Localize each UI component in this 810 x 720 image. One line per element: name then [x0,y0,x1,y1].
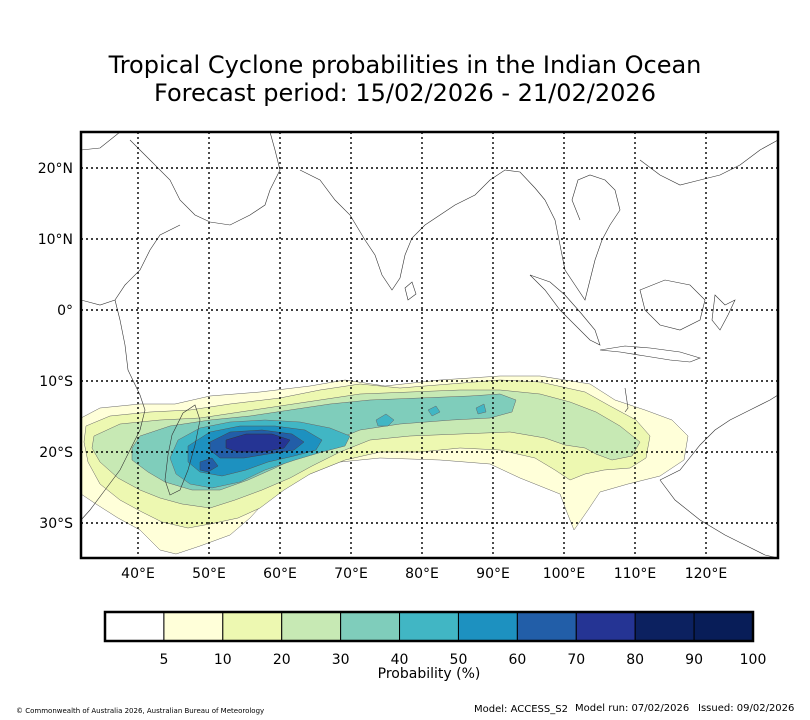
lon-label-100e: 100°E [543,566,586,582]
lon-label-80e: 80°E [405,566,439,582]
coast-java [599,345,701,363]
colorbar-ticks: 5 10 20 30 40 50 60 70 80 90 100 [159,652,766,668]
coast-india [299,169,546,291]
prob-region-40-patch-b [427,405,441,417]
coast-madagascar [164,404,201,496]
colorbar-cell [104,611,165,642]
prob-region-70 [225,433,291,453]
colorbar-cell [399,611,459,642]
colorbar-label: Probability (%) [378,666,481,682]
gridlines [81,132,778,558]
colorbar [104,611,754,642]
colorbar-cell [222,611,283,642]
colorbar-cell [281,611,342,642]
coastlines [81,132,778,558]
colorbar-tick-label: 60 [508,652,526,668]
colorbar-cell [634,611,695,642]
lon-label-50e: 50°E [192,566,226,582]
coast-sumatra [529,274,601,346]
prob-region-40-patch-c [475,403,487,415]
coast-borneo [639,279,706,331]
colorbar-tick-label: 10 [214,652,232,668]
coast-sulawesi [711,294,736,331]
lon-label-40e: 40°E [121,566,155,582]
lat-label-30s: 30°S [39,516,73,532]
title-line-2: Forecast period: 15/02/2026 - 21/02/2026 [154,79,656,107]
colorbar-cell [693,611,754,642]
coast-africa [81,224,181,521]
colorbar-tick-label: 40 [391,652,409,668]
issued-date: Issued: 09/02/2026 [698,703,795,714]
colorbar-tick-label: 100 [740,652,767,668]
lat-label-20n: 20°N [38,161,73,177]
coast-australia [624,387,778,558]
colorbar-cell [163,611,224,642]
prob-region-60-patch [199,457,219,473]
longitude-labels: 40°E 50°E 60°E 70°E 80°E 90°E 100°E 110°… [121,566,727,582]
lon-label-90e: 90°E [476,566,510,582]
copyright-notice: © Commonwealth of Australia 2026, Austra… [16,707,265,715]
coast-southeast-asia [544,139,778,301]
lat-label-0: 0° [57,303,73,319]
lat-label-10s: 10°S [39,374,73,390]
lon-label-120e: 120°E [685,566,728,582]
colorbar-tick-label: 30 [332,652,350,668]
lon-label-110e: 110°E [614,566,657,582]
colorbar-tick-label: 50 [450,652,468,668]
coast-arabia [81,132,281,226]
colorbar-cell [457,611,518,642]
colorbar-tick-label: 5 [159,652,168,668]
title-line-1: Tropical Cyclone probabilities in the In… [108,51,702,79]
colorbar-cell [340,611,401,642]
colorbar-tick-label: 90 [685,652,703,668]
coast-srilanka [404,281,417,301]
probability-fields [81,375,689,555]
lon-label-70e: 70°E [334,566,368,582]
model-name: Model: ACCESS_S2 [474,704,568,715]
colorbar-tick-label: 70 [567,652,585,668]
lat-label-20s: 20°S [39,445,73,461]
lat-label-10n: 10°N [38,232,73,248]
latitude-labels: 20°N 10°N 0° 10°S 20°S 30°S [38,161,73,532]
map-frame [79,130,780,560]
model-run-date: Model run: 07/02/2026 [575,703,690,714]
prob-region-40-patch-a [375,413,395,427]
colorbar-cell [575,611,636,642]
lon-label-60e: 60°E [263,566,297,582]
colorbar-tick-label: 20 [273,652,291,668]
colorbar-cell [516,611,577,642]
colorbar-frame [103,610,755,643]
colorbar-tick-label: 80 [626,652,644,668]
